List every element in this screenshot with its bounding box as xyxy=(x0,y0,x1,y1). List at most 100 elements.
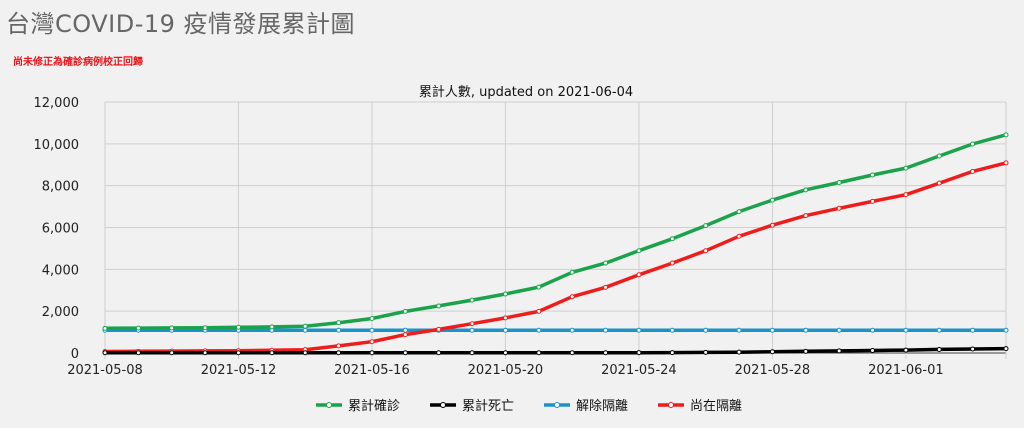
data-point xyxy=(636,272,642,278)
y-tick-label: 10,000 xyxy=(34,138,80,153)
page-title: 台灣COVID-19 疫情發展累計圖 xyxy=(6,10,356,38)
data-point xyxy=(970,327,976,333)
chart-legend: 累計確診 累計死亡 解除隔離 尚在隔離 xyxy=(316,398,742,414)
data-point xyxy=(536,350,542,356)
data-point xyxy=(803,213,809,219)
legend-marker xyxy=(668,402,674,408)
data-point xyxy=(836,348,842,354)
data-point xyxy=(736,327,742,333)
data-point xyxy=(436,350,442,356)
y-tick-label: 6,000 xyxy=(42,222,79,237)
legend-marker xyxy=(440,402,446,408)
series-line xyxy=(104,161,1007,354)
data-point xyxy=(603,284,609,290)
data-point xyxy=(169,350,175,356)
data-point xyxy=(135,325,141,331)
data-point xyxy=(970,141,976,147)
series-0 xyxy=(102,132,1009,331)
data-point xyxy=(402,332,408,338)
data-point xyxy=(870,198,876,204)
x-tick-label: 2021-06-01 xyxy=(868,363,944,378)
data-point xyxy=(336,350,342,356)
data-point xyxy=(736,233,742,239)
data-point xyxy=(469,350,475,356)
data-point xyxy=(569,294,575,300)
y-tick-label: 0 xyxy=(71,347,79,362)
data-point xyxy=(235,350,241,356)
data-point xyxy=(870,327,876,333)
data-point xyxy=(803,187,809,193)
y-axis: 0 2,000 4,000 6,000 8,000 10,000 12,000 xyxy=(34,96,80,362)
data-point xyxy=(769,349,775,355)
legend-item[interactable]: 累計死亡 xyxy=(430,398,514,414)
data-point xyxy=(369,327,375,333)
data-point xyxy=(636,327,642,333)
data-point xyxy=(736,209,742,215)
legend-marker xyxy=(554,402,560,408)
data-point xyxy=(269,350,275,356)
x-tick-label: 2021-05-20 xyxy=(468,363,544,378)
data-point xyxy=(936,153,942,159)
data-point xyxy=(970,346,976,352)
x-tick-label: 2021-05-12 xyxy=(201,363,277,378)
x-axis: 2021-05-08 2021-05-12 2021-05-16 2021-05-20… xyxy=(67,363,943,378)
x-tick-label: 2021-05-08 xyxy=(67,363,143,378)
data-point xyxy=(336,320,342,326)
data-point xyxy=(936,180,942,186)
data-point xyxy=(603,350,609,356)
data-point xyxy=(903,347,909,353)
data-point xyxy=(235,324,241,330)
legend-label: 尚在隔離 xyxy=(690,399,742,414)
x-tick-label: 2021-05-16 xyxy=(334,363,410,378)
series-line xyxy=(105,346,1007,355)
data-point xyxy=(302,350,308,356)
legend-marker xyxy=(326,402,332,408)
data-point xyxy=(436,303,442,309)
y-tick-label: 8,000 xyxy=(42,180,79,195)
data-point xyxy=(202,325,208,331)
data-point xyxy=(369,339,375,345)
data-point xyxy=(336,327,342,333)
data-point xyxy=(603,327,609,333)
legend-label: 解除隔離 xyxy=(576,399,628,414)
data-point xyxy=(1003,346,1009,352)
data-point xyxy=(402,308,408,314)
data-point xyxy=(769,222,775,228)
data-point xyxy=(1003,327,1009,333)
data-point xyxy=(636,248,642,254)
data-point xyxy=(536,284,542,290)
data-point xyxy=(736,349,742,355)
data-point xyxy=(502,315,508,321)
data-point xyxy=(569,350,575,356)
legend-item[interactable]: 解除隔離 xyxy=(544,399,628,414)
data-point xyxy=(769,197,775,203)
data-point xyxy=(336,343,342,349)
legend-item[interactable]: 累計確診 xyxy=(316,398,400,414)
data-point xyxy=(870,347,876,353)
page-note: 尚未修正為確診病例校正回歸 xyxy=(13,57,143,68)
data-point xyxy=(469,327,475,333)
legend-label: 累計死亡 xyxy=(462,398,514,414)
data-point xyxy=(703,248,709,254)
data-point xyxy=(903,192,909,198)
data-point xyxy=(569,327,575,333)
data-point xyxy=(803,327,809,333)
data-point xyxy=(669,236,675,242)
data-point xyxy=(502,327,508,333)
data-point xyxy=(970,168,976,174)
data-point xyxy=(402,350,408,356)
data-point xyxy=(936,327,942,333)
data-point xyxy=(669,327,675,333)
data-point xyxy=(1003,160,1009,166)
data-point xyxy=(836,205,842,211)
data-point xyxy=(903,165,909,171)
data-point xyxy=(769,327,775,333)
chart-grid xyxy=(104,101,1007,359)
data-point xyxy=(369,350,375,356)
legend-item[interactable]: 尚在隔離 xyxy=(658,399,742,414)
data-point xyxy=(703,223,709,229)
data-point xyxy=(936,346,942,352)
data-point xyxy=(536,327,542,333)
data-point xyxy=(135,350,141,356)
data-point xyxy=(169,325,175,331)
